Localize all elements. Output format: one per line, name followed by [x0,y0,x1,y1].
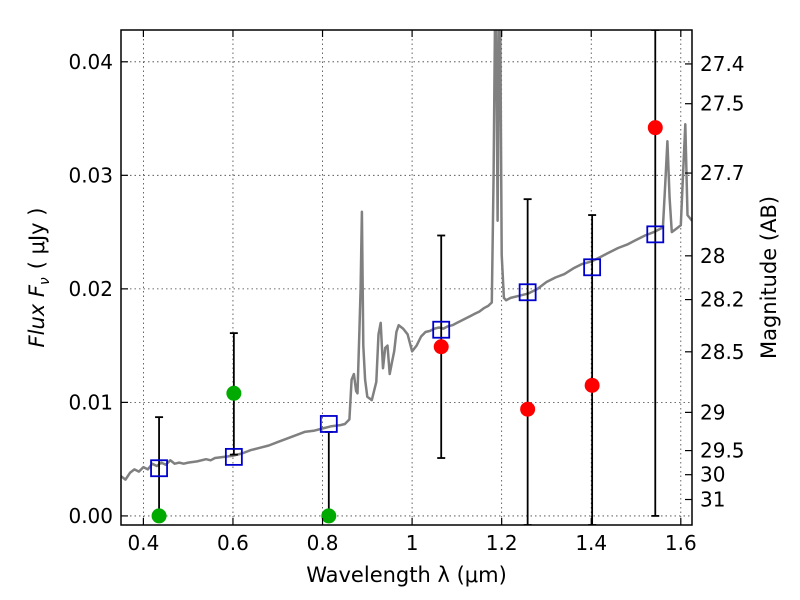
right-tick-label: 27.4 [700,52,745,76]
model-photometry-point [224,447,243,466]
x-tick-label: 0.4 [127,531,159,555]
x-tick-label: 0.8 [307,531,339,555]
right-axis-label: Magnitude (AB) [757,196,781,359]
x-axis-label: Wavelength λ (μm) [306,563,507,587]
model-photometry-point [432,320,451,339]
plot-frame [120,29,693,526]
right-tick-label: 28.5 [700,340,745,364]
y-axis-label-subscript: ν [37,277,53,285]
x-tick-label: 1.4 [575,531,607,555]
y-axis-label-unit: ( μJy ) [25,208,49,270]
detection-point [584,377,600,393]
model-photometry-point [150,459,168,478]
axis-ticks: 0.4 0.6 0.8 1 1.2 1.4 1.6 0.00 0.01 0.02 0.03 0.04 2… [68,30,745,555]
svg-text:Flux Fν( μJy ): Flux Fν ( μJy ) [25,208,53,348]
y-tick-label: 0.04 [68,50,113,74]
plot-area [121,30,692,525]
grid-lines [121,30,692,525]
y-tick-label: 0.00 [68,504,113,528]
right-tick-label: 30 [700,463,725,487]
model-photometry-point [646,225,665,244]
x-tick-label: 1.2 [486,531,518,555]
model-spectrum-line [121,30,692,481]
y-axis-label: Flux F [25,284,49,347]
right-tick-label: 29 [700,400,725,424]
right-tick-label: 29.5 [700,439,745,463]
upper-limit-point [151,508,167,524]
right-tick-label: 28.2 [700,288,745,312]
model-photometry-point [518,283,537,302]
upper-limit-point [321,508,337,524]
y-axis-label-group: Flux Fν ( μJy ) [25,208,53,348]
right-tick-label: 27.7 [700,161,745,185]
x-tick-label: 0.6 [217,531,249,555]
upper-limit-point [226,385,242,401]
detection-point [520,401,536,417]
detection-point [433,339,449,355]
right-tick-label: 28 [700,244,725,268]
model-photometry-point [583,258,602,277]
y-tick-label: 0.02 [68,277,113,301]
x-tick-label: 1 [406,531,419,555]
detection-point [647,120,663,136]
model-photometry-point [319,415,338,433]
x-tick-label: 1.6 [665,531,697,555]
y-tick-label: 0.01 [68,390,113,414]
y-tick-label: 0.03 [68,163,113,187]
right-tick-label: 31 [700,488,725,512]
right-tick-label: 27.5 [700,92,745,116]
